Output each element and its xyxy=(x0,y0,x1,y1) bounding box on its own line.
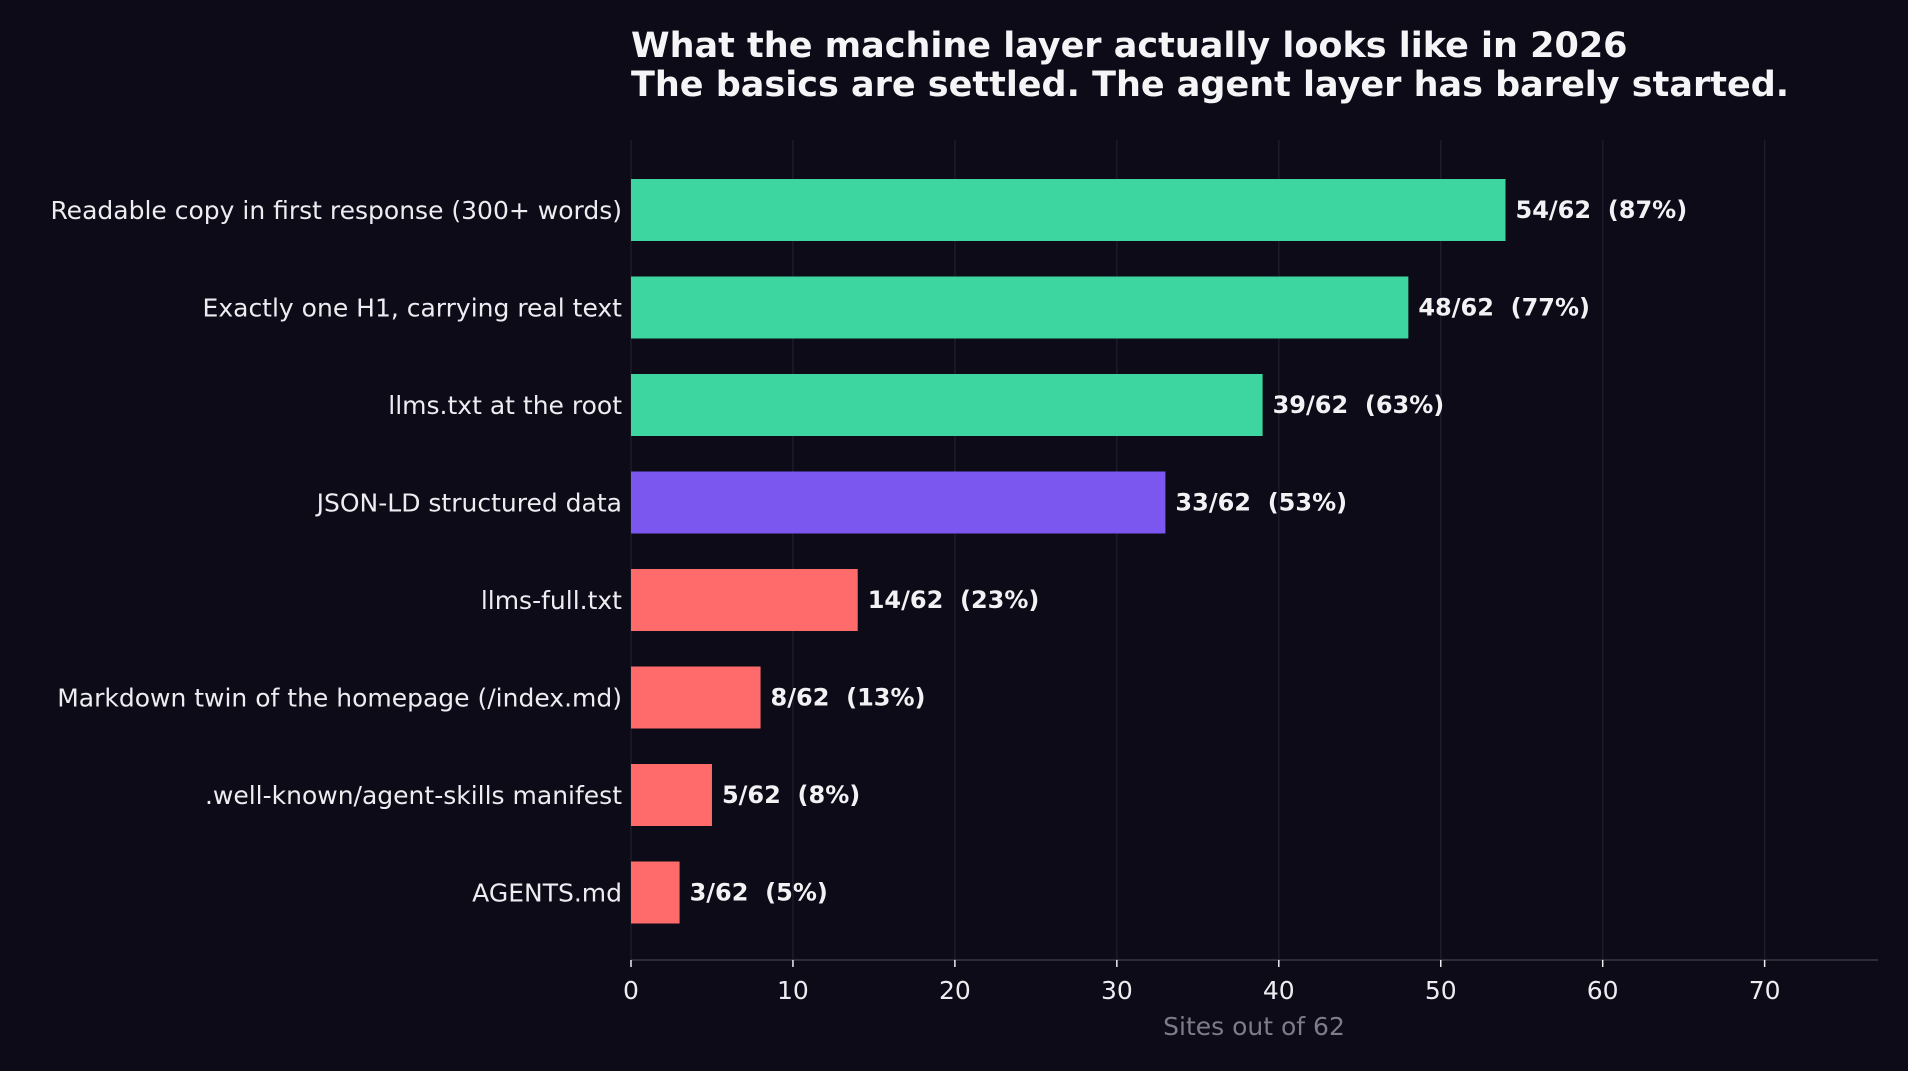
value-label: 3/62 (5%) xyxy=(690,879,828,907)
bar xyxy=(631,374,1263,436)
bar xyxy=(631,764,712,826)
x-tick-label: 40 xyxy=(1263,976,1295,1005)
x-tick-label: 30 xyxy=(1101,976,1133,1005)
x-axis-title: Sites out of 62 xyxy=(1163,1012,1345,1041)
category-label: Readable copy in first response (300+ wo… xyxy=(50,196,622,225)
bar xyxy=(631,666,761,729)
bars: Readable copy in first response (300+ wo… xyxy=(50,179,1687,924)
x-tick-label: 10 xyxy=(777,976,809,1005)
chart-title: What the machine layer actually looks li… xyxy=(631,26,1628,66)
category-label: llms-full.txt xyxy=(481,586,622,615)
category-label: llms.txt at the root xyxy=(388,391,622,420)
chart-subtitle: The basics are settled. The agent layer … xyxy=(631,65,1789,105)
value-label: 14/62 (23%) xyxy=(868,586,1040,614)
value-label: 39/62 (63%) xyxy=(1273,391,1445,419)
bar xyxy=(631,569,858,631)
category-label: .well-known/agent-skills manifest xyxy=(205,781,622,810)
bar xyxy=(631,276,1409,339)
value-label: 48/62 (77%) xyxy=(1418,294,1590,322)
x-tick-label: 70 xyxy=(1749,976,1781,1005)
x-axis: 0 10 20 30 40 50 60 70 xyxy=(623,959,1878,1005)
x-tick-label: 0 xyxy=(623,976,639,1005)
value-label: 8/62 (13%) xyxy=(771,684,926,712)
bar xyxy=(631,179,1506,241)
value-label: 54/62 (87%) xyxy=(1516,196,1688,224)
x-tick-label: 50 xyxy=(1425,976,1457,1005)
bar xyxy=(631,861,680,924)
category-label: JSON-LD structured data xyxy=(315,489,622,518)
category-label: Markdown twin of the homepage (/index.md… xyxy=(57,684,622,713)
value-label: 33/62 (53%) xyxy=(1175,489,1347,517)
x-tick-label: 20 xyxy=(939,976,971,1005)
x-tick-label: 60 xyxy=(1587,976,1619,1005)
category-label: Exactly one H1, carrying real text xyxy=(203,294,623,323)
value-label: 5/62 (8%) xyxy=(722,781,860,809)
bar xyxy=(631,471,1166,534)
category-label: AGENTS.md xyxy=(472,879,622,908)
